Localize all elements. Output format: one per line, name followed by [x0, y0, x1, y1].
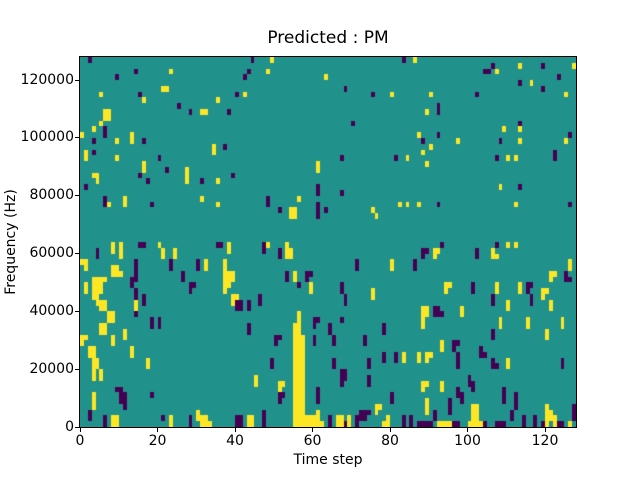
y-tick-mark: [75, 137, 79, 139]
x-tick-mark: [312, 428, 313, 432]
x-tick-mark: [389, 428, 391, 432]
y-tick-mark: [75, 195, 79, 197]
x-tick-label: 40: [226, 433, 244, 449]
x-tick-mark: [467, 428, 468, 432]
x-tick-mark: [234, 428, 236, 432]
y-tick-label: 20000: [29, 360, 74, 377]
y-tick-mark: [75, 79, 79, 81]
heatmap-canvas: [80, 57, 576, 427]
y-tick-label: 120000: [20, 71, 74, 88]
plot-area: [79, 56, 577, 428]
x-tick-label: 100: [454, 433, 481, 449]
x-tick-mark: [157, 428, 158, 432]
x-tick-label: 80: [381, 433, 399, 449]
y-tick-mark: [75, 310, 79, 312]
x-tick-label: 60: [303, 433, 322, 449]
y-tick-mark: [75, 253, 79, 255]
x-tick-label: 120: [531, 433, 559, 449]
x-tick-mark: [544, 428, 546, 432]
y-tick-label: 40000: [29, 302, 74, 319]
x-tick-label: 0: [75, 433, 85, 449]
y-tick-label: 0: [65, 418, 74, 435]
y-tick-label: 100000: [20, 129, 74, 146]
y-tick-mark: [75, 368, 79, 370]
chart-title: Predicted : PM: [267, 28, 389, 48]
x-tick-mark: [79, 428, 81, 432]
y-axis-label: Frequency (Hz): [3, 189, 19, 295]
y-tick-label: 80000: [29, 187, 74, 204]
y-tick-label: 60000: [29, 245, 74, 262]
x-axis-label: Time step: [293, 452, 363, 468]
y-tick-mark: [75, 426, 79, 428]
x-tick-label: 20: [148, 433, 167, 449]
